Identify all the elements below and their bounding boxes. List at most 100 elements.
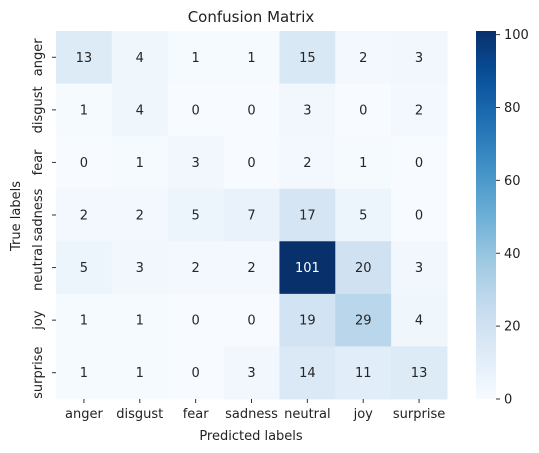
heatmap-cell (111, 136, 169, 190)
heatmap-cell (167, 136, 225, 190)
heatmap-cell (279, 136, 336, 190)
heatmap-cell (391, 31, 448, 85)
cell-value-label: 2 (80, 209, 88, 224)
cell-value-label: 0 (247, 156, 255, 171)
cell-value-label: 20 (355, 261, 372, 276)
heatmap-cell (391, 136, 448, 190)
cell-value-label: 3 (303, 103, 311, 118)
y-tick-label: disgust (31, 86, 46, 133)
heatmap-cell (223, 83, 280, 137)
cell-value-label: 1 (192, 51, 200, 66)
heatmap-cell (111, 188, 169, 242)
colorbar-tick-label: 20 (504, 320, 521, 335)
y-tick-label: sadness (31, 188, 46, 241)
cell-value-label: 2 (136, 209, 144, 224)
colorbar-tick-label: 60 (504, 174, 521, 189)
heatmap-cell (56, 241, 113, 295)
cell-value-label: 0 (192, 103, 200, 118)
cell-value-label: 1 (247, 51, 255, 66)
heatmap-cell (56, 346, 113, 400)
colorbar-tick-label: 100 (504, 28, 529, 43)
cell-value-label: 1 (136, 314, 144, 329)
heatmap-cell (56, 293, 113, 347)
cell-value-label: 13 (411, 366, 428, 381)
cell-value-label: 2 (247, 261, 255, 276)
heatmap-cell (279, 188, 336, 242)
heatmap-cell (56, 188, 113, 242)
cell-value-label: 13 (76, 51, 93, 66)
heatmap-cell (279, 83, 336, 137)
cell-value-label: 2 (415, 103, 423, 118)
y-tick-label: fear (31, 149, 46, 176)
cell-value-label: 4 (415, 314, 423, 329)
heatmap-cell (335, 241, 392, 295)
cell-value-label: 5 (80, 261, 88, 276)
cell-value-label: 0 (247, 314, 255, 329)
heatmap-cell (391, 188, 448, 242)
x-axis-label: Predicted labels (199, 429, 303, 444)
cell-value-label: 2 (192, 261, 200, 276)
cell-value-label: 7 (247, 209, 255, 224)
cell-value-label: 1 (136, 156, 144, 171)
heatmap-cell (223, 346, 280, 400)
heatmap-cell (111, 346, 169, 400)
x-tick-label: fear (183, 407, 210, 422)
cell-value-label: 0 (80, 156, 88, 171)
heatmap-cell (279, 241, 336, 295)
cell-value-label: 1 (136, 366, 144, 381)
colorbar (476, 31, 496, 399)
heatmap-cell (111, 31, 169, 85)
cell-value-label: 5 (192, 209, 200, 224)
x-tick-label: sadness (225, 407, 278, 422)
y-axis-ticks: anger disgust fear sadness neutral joy surpris… (31, 38, 56, 399)
heatmap-cell (223, 188, 280, 242)
heatmap-cell (223, 241, 280, 295)
colorbar-tick-label: 0 (504, 393, 512, 408)
cell-value-label: 14 (299, 366, 316, 381)
cell-value-label: 3 (192, 156, 200, 171)
heatmap-cell (279, 293, 336, 347)
heatmap-cell (167, 31, 225, 85)
cell-value-label: 29 (355, 314, 372, 329)
heatmap-cells: 13 4 1 1 15 2 31 4 0 0 3 0 20 1 3 0 2 1 02 2 5 7 17 5 05 3 2 2 101 20… (56, 31, 448, 400)
heatmap-cell (335, 188, 392, 242)
heatmap-cell (167, 346, 225, 400)
y-axis-label: True labels (9, 181, 24, 252)
cell-value-label: 1 (80, 366, 88, 381)
heatmap-cell (56, 83, 113, 137)
heatmap-cell (223, 293, 280, 347)
cell-value-label: 2 (303, 156, 311, 171)
heatmap-cell (56, 136, 113, 190)
colorbar-tick-label: 40 (504, 247, 521, 262)
cell-value-label: 101 (295, 261, 320, 276)
heatmap-cell (391, 83, 448, 137)
heatmap-cell (167, 188, 225, 242)
heatmap-cell (56, 31, 113, 85)
cell-value-label: 3 (415, 51, 423, 66)
cell-value-label: 11 (355, 366, 372, 381)
heatmap-cell (335, 346, 392, 400)
y-tick-label: anger (31, 38, 46, 76)
cell-value-label: 3 (415, 261, 423, 276)
heatmap-cell (335, 136, 392, 190)
y-tick-label: joy (31, 310, 46, 331)
y-tick-label: neutral (31, 244, 46, 291)
chart-title: Confusion Matrix (188, 8, 315, 26)
x-tick-label: disgust (116, 407, 163, 422)
cell-value-label: 5 (359, 209, 367, 224)
cell-value-label: 0 (192, 366, 200, 381)
colorbar-ticks: 0 20 40 60 80 100 (496, 28, 529, 408)
cell-value-label: 2 (359, 51, 367, 66)
heatmap-cell (111, 293, 169, 347)
cell-value-label: 0 (359, 103, 367, 118)
heatmap-cell (279, 346, 336, 400)
heatmap-cell (335, 31, 392, 85)
heatmap-cell (167, 293, 225, 347)
heatmap-cell (335, 83, 392, 137)
colorbar-tick-label: 80 (504, 101, 521, 116)
heatmap-cell (223, 31, 280, 85)
heatmap-cell (335, 293, 392, 347)
heatmap-cell (279, 31, 336, 85)
cell-value-label: 4 (136, 51, 144, 66)
